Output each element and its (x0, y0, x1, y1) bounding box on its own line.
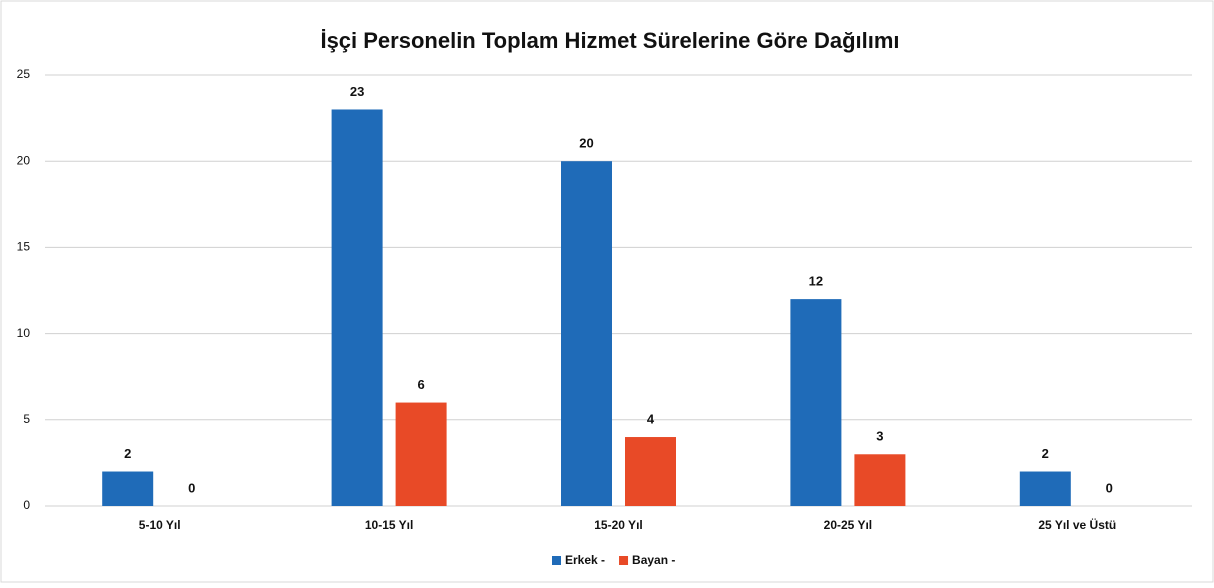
legend-swatch (552, 556, 561, 565)
legend-label: Erkek - (565, 553, 605, 567)
bar (102, 471, 154, 506)
bar (625, 437, 676, 506)
data-label: 23 (350, 84, 364, 99)
chart-title: İşçi Personelin Toplam Hizmet Sürelerine… (320, 28, 899, 53)
bar (395, 402, 447, 506)
y-tick-label: 5 (23, 412, 30, 426)
y-tick-label: 20 (17, 153, 31, 167)
data-label: 3 (876, 429, 883, 444)
legend-swatch (619, 556, 629, 565)
y-tick-label: 10 (17, 326, 31, 340)
legend-label: Bayan - (632, 553, 675, 567)
y-tick-label: 25 (17, 67, 31, 81)
bar (561, 161, 612, 506)
data-label: 0 (1106, 480, 1113, 495)
bar (790, 299, 842, 506)
x-tick-label: 20-25 Yıl (824, 518, 872, 532)
y-tick-label: 0 (23, 498, 30, 512)
x-tick-label: 10-15 Yıl (365, 518, 413, 532)
x-tick-label: 15-20 Yıl (594, 518, 642, 532)
data-label: 2 (1042, 446, 1049, 461)
bar (331, 109, 383, 506)
data-label: 0 (188, 480, 195, 495)
data-label: 2 (124, 446, 131, 461)
data-label: 6 (417, 377, 424, 392)
data-label: 4 (647, 411, 655, 426)
data-label: 12 (809, 274, 823, 289)
bar (854, 454, 906, 506)
x-tick-label: 5-10 Yıl (139, 518, 181, 532)
y-tick-label: 15 (17, 240, 31, 254)
bar (1019, 471, 1071, 506)
x-tick-label: 25 Yıl ve Üstü (1038, 517, 1116, 532)
data-label: 20 (579, 136, 593, 151)
